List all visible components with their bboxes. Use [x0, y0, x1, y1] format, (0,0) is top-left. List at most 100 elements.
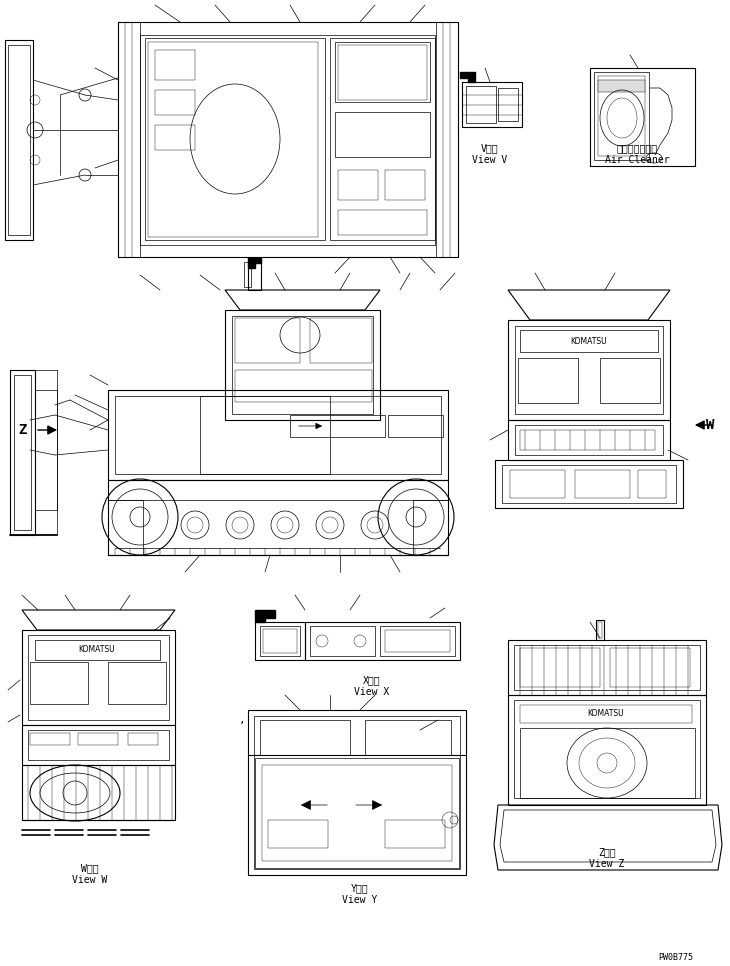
Text: PW0B775: PW0B775 — [658, 953, 693, 962]
Bar — [466, 86, 496, 123]
Bar — [338, 170, 378, 200]
Bar — [495, 460, 683, 508]
Bar — [108, 480, 448, 555]
Bar — [310, 318, 372, 363]
Bar — [520, 648, 600, 687]
Text: KOMATSU: KOMATSU — [571, 336, 607, 346]
Bar — [115, 396, 441, 474]
Text: X　視: X 視 — [364, 675, 381, 685]
Bar — [22, 765, 175, 820]
Text: KOMATSU: KOMATSU — [79, 645, 115, 655]
Bar — [244, 262, 251, 287]
Bar — [385, 820, 445, 848]
Bar — [155, 50, 195, 80]
Bar — [255, 758, 459, 868]
Bar — [515, 425, 663, 455]
Bar — [590, 68, 695, 166]
Bar — [385, 630, 450, 652]
Bar — [145, 38, 325, 240]
Bar — [10, 370, 35, 535]
Bar — [108, 500, 143, 555]
Bar — [14, 375, 31, 530]
Bar — [28, 635, 169, 720]
Bar — [118, 22, 140, 257]
Bar — [385, 170, 425, 200]
Bar — [594, 72, 649, 160]
Bar — [596, 620, 604, 640]
Text: Z: Z — [18, 423, 26, 437]
Bar — [598, 80, 645, 92]
Bar — [638, 470, 666, 498]
Bar — [108, 662, 166, 704]
Bar — [520, 728, 695, 798]
Bar — [140, 35, 435, 245]
Bar — [35, 640, 160, 660]
Bar — [514, 700, 700, 798]
Bar — [28, 730, 169, 760]
Bar — [30, 662, 88, 704]
Bar — [575, 470, 630, 498]
Text: View Z: View Z — [589, 859, 625, 869]
Text: ,: , — [239, 715, 245, 725]
Bar — [335, 112, 430, 157]
Bar — [290, 415, 385, 437]
Bar — [518, 358, 578, 403]
Bar — [263, 629, 297, 653]
Text: View Y: View Y — [342, 895, 377, 905]
Bar — [200, 396, 330, 474]
Bar — [610, 648, 690, 687]
Bar — [515, 326, 663, 414]
Bar — [128, 733, 158, 745]
Bar — [338, 210, 427, 235]
Bar — [22, 725, 175, 765]
Bar — [413, 500, 448, 555]
Bar — [365, 720, 451, 755]
Bar — [598, 622, 602, 638]
Bar — [155, 90, 195, 115]
Text: Air Cleaner: Air Cleaner — [604, 155, 669, 165]
Bar — [78, 733, 118, 745]
Bar — [254, 716, 460, 869]
Bar — [462, 82, 522, 127]
Bar — [260, 626, 300, 656]
Text: V　視: V 視 — [481, 143, 499, 153]
Text: View X: View X — [354, 687, 390, 697]
Polygon shape — [248, 258, 261, 268]
Bar — [388, 415, 443, 437]
Bar — [148, 42, 318, 237]
Bar — [598, 76, 645, 156]
Polygon shape — [255, 610, 275, 622]
Bar — [30, 733, 70, 745]
Bar — [255, 622, 305, 660]
Bar — [108, 390, 448, 480]
Text: Y　視: Y 視 — [351, 883, 369, 893]
Bar — [498, 88, 518, 121]
Bar — [338, 45, 427, 100]
Bar — [510, 470, 565, 498]
Bar — [600, 358, 660, 403]
Bar — [155, 125, 195, 150]
Text: W　視: W 視 — [81, 863, 99, 873]
Bar — [508, 695, 706, 805]
Bar — [232, 316, 373, 414]
Text: View V: View V — [472, 155, 507, 165]
Bar — [235, 318, 300, 363]
Bar — [335, 42, 430, 102]
Text: View W: View W — [72, 875, 107, 885]
Bar — [310, 626, 375, 656]
Bar — [380, 626, 455, 656]
Polygon shape — [460, 72, 475, 82]
Bar — [330, 38, 435, 240]
Text: Z　視: Z 視 — [598, 847, 616, 857]
Bar — [235, 370, 372, 402]
Bar — [502, 465, 676, 503]
Bar — [436, 22, 458, 257]
Bar — [8, 45, 30, 235]
Bar — [248, 258, 261, 290]
Text: エアークリーナ: エアークリーナ — [616, 143, 658, 153]
Bar — [520, 430, 655, 450]
Bar — [35, 390, 57, 510]
Bar — [508, 640, 706, 695]
Bar — [262, 765, 452, 861]
Bar — [268, 820, 328, 848]
